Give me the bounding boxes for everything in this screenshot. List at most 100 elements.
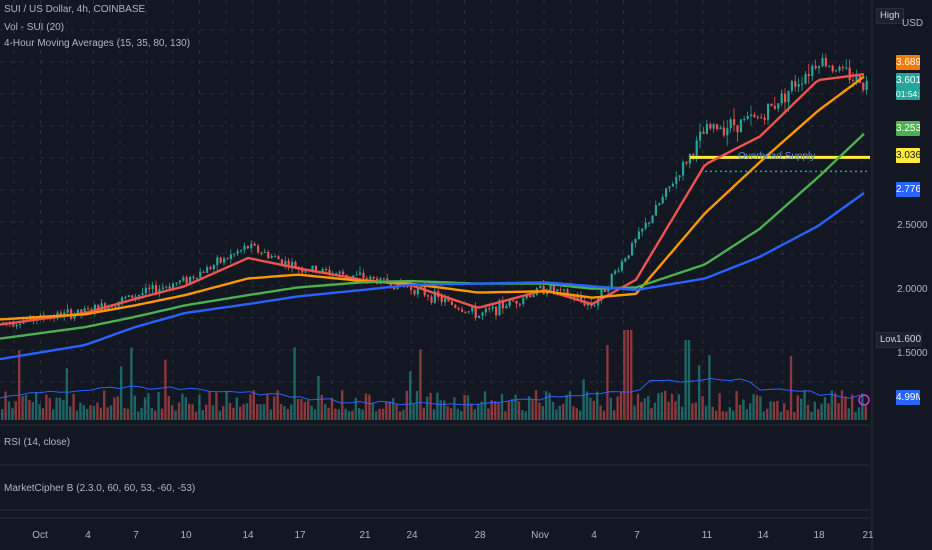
volume-bar [181, 393, 184, 420]
candle [478, 315, 481, 319]
volume-bar [31, 401, 34, 420]
candle [168, 282, 171, 290]
volume-bar [507, 401, 510, 420]
candle [780, 89, 783, 106]
candle [712, 123, 715, 133]
volume-bar [602, 410, 606, 420]
volume-bar [528, 396, 531, 420]
volume-bar [674, 401, 677, 420]
volume-bar [854, 411, 857, 420]
volume-bar [851, 394, 854, 420]
volume-bar [133, 395, 136, 420]
currency-label[interactable]: USD [902, 18, 924, 29]
flash-icon[interactable] [858, 394, 870, 406]
time-tick-label: 28 [474, 530, 486, 541]
volume-value-tag: 4.99M [896, 390, 920, 405]
ma-line-ma-15[interactable] [0, 73, 865, 326]
candle [219, 256, 222, 264]
volume-bar [225, 392, 228, 420]
volume-bar [1, 409, 4, 420]
overhead-supply-annotation[interactable]: Overhead Supply [738, 151, 816, 162]
volume-bar [460, 410, 463, 420]
volume-bar [388, 401, 391, 420]
volume-bar [419, 349, 422, 420]
high-marker: High [876, 8, 904, 24]
time-tick-label: 7 [133, 530, 139, 541]
volume-bar [653, 402, 657, 420]
moving-averages-label[interactable]: 4-Hour Moving Averages (15, 35, 80, 130) [4, 38, 191, 49]
symbol-title[interactable]: SUI / US Dollar, 4h, COINBASE [4, 4, 146, 15]
volume-bar [120, 366, 123, 420]
volume-bar [130, 347, 133, 420]
time-tick-label: 24 [406, 530, 418, 541]
ma-line-ma-80[interactable] [0, 132, 865, 340]
ma-line-ma-130[interactable] [0, 192, 865, 361]
candle [291, 258, 294, 273]
candle [784, 88, 787, 113]
candle [814, 59, 817, 70]
volume-bar [861, 393, 864, 420]
candle [804, 70, 807, 85]
candle [753, 112, 756, 118]
volume-bar [334, 408, 337, 420]
volume-bar [480, 401, 483, 420]
candle [760, 113, 763, 119]
volume-bar [640, 401, 643, 420]
volume-bar [786, 410, 789, 420]
volume-bar [150, 408, 153, 420]
candle [763, 114, 766, 125]
volume-bar [62, 400, 65, 420]
volume-bar [123, 407, 126, 420]
candle [484, 306, 487, 317]
volume-bar [4, 391, 7, 420]
volume-bar [171, 405, 174, 420]
candle [729, 117, 732, 133]
candle [515, 300, 518, 309]
volume-bar [154, 410, 157, 420]
rsi-panel-label[interactable]: RSI (14, close) [4, 437, 71, 448]
volume-bar [609, 397, 612, 420]
volume-bar [160, 408, 164, 420]
volume-bar [551, 401, 555, 420]
candle [199, 267, 202, 279]
volume-bar [660, 392, 663, 420]
candle [699, 123, 702, 149]
volume-indicator-label[interactable]: Vol - SUI (20) [4, 22, 65, 33]
candle [733, 108, 736, 132]
volume-bar [684, 340, 687, 420]
volume-bar [759, 396, 762, 420]
candle [614, 269, 617, 276]
volume-bar [691, 403, 694, 420]
volume-bar [582, 379, 585, 420]
volume-bar [279, 403, 283, 420]
candle [474, 302, 477, 321]
volume-bar [487, 408, 490, 420]
volume-bar [276, 390, 279, 420]
candle [722, 120, 725, 138]
volume-bar [616, 396, 619, 420]
volume-bar [670, 393, 674, 420]
candle [668, 186, 671, 193]
candle [756, 115, 759, 120]
candle [719, 125, 722, 130]
marketcipher-panel-label[interactable]: MarketCipher B (2.3.0, 60, 60, 53, -60, … [4, 483, 196, 494]
volume-bar [531, 399, 534, 420]
volume-bar [72, 394, 75, 420]
candle [461, 306, 464, 313]
volume-bar [626, 330, 629, 420]
volume-bar [300, 398, 303, 420]
candle [287, 257, 290, 271]
candle [644, 217, 647, 231]
volume-bar [847, 408, 850, 420]
volume-bar [426, 396, 429, 420]
time-tick-label: 21 [862, 530, 874, 541]
candle [767, 103, 770, 125]
volume-bar [725, 411, 728, 420]
volume-bar [184, 397, 187, 420]
candle [661, 194, 664, 205]
volume-bar [830, 390, 833, 420]
ma-line-ma-35[interactable] [0, 75, 865, 321]
volume-bar [681, 406, 684, 420]
candle [838, 64, 841, 73]
